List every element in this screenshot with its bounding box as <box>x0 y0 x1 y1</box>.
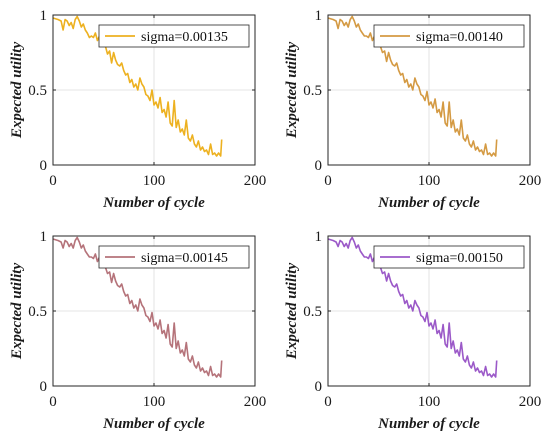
legend-label: sigma=0.00145 <box>141 251 228 266</box>
x-tick-label: 0 <box>49 394 57 410</box>
y-tick-label: 1 <box>315 8 323 24</box>
y-tick-label: 0.5 <box>303 304 322 320</box>
x-tick-label: 100 <box>143 173 166 189</box>
y-tick-label: 0.5 <box>303 83 322 99</box>
x-axis-label: Number of cycle <box>102 195 205 211</box>
y-tick-label: 1 <box>40 8 48 24</box>
series-line <box>52 15 223 157</box>
x-tick-label: 100 <box>143 394 166 410</box>
legend-label: sigma=0.00140 <box>416 30 503 45</box>
x-tick-label: 200 <box>519 394 542 410</box>
y-axis-label: Expected utility <box>284 263 300 361</box>
x-axis-label: Number of cycle <box>377 416 480 432</box>
x-tick-label: 200 <box>244 394 267 410</box>
y-axis-label: Expected utility <box>284 42 300 140</box>
y-axis-label: Expected utility <box>9 42 25 140</box>
y-tick-label: 1 <box>315 229 323 245</box>
x-tick-label: 0 <box>324 173 332 189</box>
legend-box <box>98 24 250 48</box>
series-line <box>327 236 498 378</box>
y-tick-label: 0 <box>40 158 48 174</box>
x-tick-label: 100 <box>418 394 441 410</box>
x-axis-label: Number of cycle <box>377 195 480 211</box>
subplot-3: 0 100 200 0 0.5 1 Number of cycle Expected util… <box>9 229 266 432</box>
series-line <box>52 236 223 378</box>
y-tick-label: 0.5 <box>28 83 47 99</box>
series-line <box>327 15 498 157</box>
legend-box <box>373 24 525 48</box>
y-tick-label: 0 <box>315 379 323 395</box>
legend: sigma=0.00150 <box>373 245 525 269</box>
y-tick-label: 0 <box>40 379 48 395</box>
legend-label: sigma=0.00135 <box>141 30 228 45</box>
subplot-1: 0 100 200 0 0.5 1 Number of cycle Expected util… <box>9 8 266 211</box>
legend-box <box>373 245 525 269</box>
x-tick-label: 100 <box>418 173 441 189</box>
subplot-2: 0 100 200 0 0.5 1 Number of cycle Expected util… <box>284 8 541 211</box>
x-tick-label: 200 <box>519 173 542 189</box>
legend: sigma=0.00145 <box>98 245 250 269</box>
x-tick-label: 200 <box>244 173 267 189</box>
y-axis-label: Expected utility <box>9 263 25 361</box>
x-tick-label: 0 <box>324 394 332 410</box>
subplot-4: 0 100 200 0 0.5 1 Number of cycle Expected util… <box>284 229 541 432</box>
legend-box <box>98 245 250 269</box>
legend: sigma=0.00135 <box>98 24 250 48</box>
x-tick-label: 0 <box>49 173 57 189</box>
legend: sigma=0.00140 <box>373 24 525 48</box>
x-axis-label: Number of cycle <box>102 416 205 432</box>
y-tick-label: 1 <box>40 229 48 245</box>
y-tick-label: 0.5 <box>28 304 47 320</box>
legend-label: sigma=0.00150 <box>416 251 503 266</box>
y-tick-label: 0 <box>315 158 323 174</box>
